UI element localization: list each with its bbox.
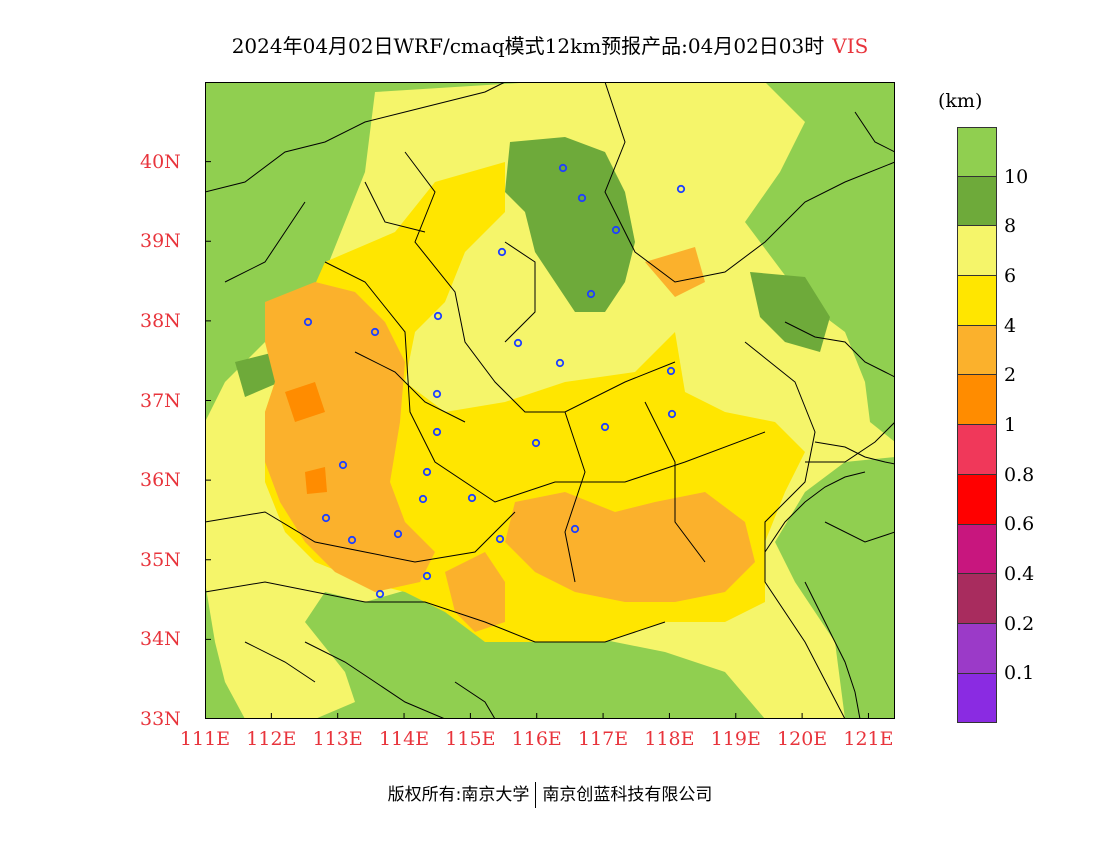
province-boundaries	[205, 82, 895, 719]
legend-label: 0.2	[1004, 612, 1035, 635]
city-marker	[321, 513, 331, 523]
legend-swatch	[957, 673, 997, 724]
legend-label: 4	[1004, 314, 1017, 337]
vis-zone-8-10km-west	[235, 352, 280, 397]
city-marker	[347, 535, 357, 545]
legend-swatch	[957, 375, 997, 426]
legend-swatch	[957, 127, 997, 177]
city-marker	[577, 193, 587, 203]
legend-swatch	[957, 226, 997, 277]
coastline	[764, 321, 895, 719]
legend-label: 6	[1004, 265, 1017, 287]
city-marker	[432, 427, 442, 437]
x-axis-label: 118E	[644, 728, 695, 750]
city-marker	[303, 317, 313, 327]
x-axis-label: 121E	[843, 728, 894, 750]
vis-zone-8-10km-north	[505, 137, 635, 312]
city-marker	[393, 529, 403, 539]
footer-separator	[535, 782, 537, 808]
variable-label: VIS	[832, 34, 869, 58]
city-marker	[418, 494, 428, 504]
city-marker	[432, 389, 442, 399]
city-marker	[555, 358, 565, 368]
legend-swatch	[957, 474, 997, 525]
copyright-text: 版权所有:南京大学	[387, 785, 530, 805]
legend-swatch	[957, 524, 997, 575]
chart-title: 2024年04月02日WRF/cmaq模式12km预报产品:04月02日03时 V…	[0, 30, 1100, 59]
x-axis-label: 117E	[577, 728, 629, 750]
city-marker	[433, 311, 443, 321]
y-axis-label: 39N	[140, 230, 181, 253]
visibility-map	[205, 82, 895, 719]
legend-label: 0.6	[1004, 513, 1035, 536]
company-text: 南京创蓝科技有限公司	[542, 785, 713, 805]
x-axis-label: 115E	[445, 728, 496, 750]
city-marker	[666, 366, 676, 376]
city-marker	[495, 534, 505, 544]
city-marker	[667, 409, 677, 419]
color-legend	[957, 127, 997, 724]
x-axis-label: 120E	[777, 728, 828, 750]
legend-label: 0.1	[1004, 662, 1035, 685]
legend-label: 2	[1004, 364, 1017, 387]
footer: 版权所有:南京大学 南京创蓝科技有限公司	[0, 780, 1100, 808]
y-axis-label: 36N	[140, 469, 181, 492]
city-marker	[611, 225, 621, 235]
legend-swatch	[957, 176, 997, 227]
y-axis-label: 33N	[140, 708, 181, 730]
city-marker	[338, 460, 348, 470]
vis-zone-2-4km-west	[265, 282, 435, 592]
x-axis-label: 116E	[511, 728, 562, 750]
vis-zone-8-10km-east	[750, 272, 830, 352]
map-frame	[205, 82, 895, 719]
x-axis-label: 111E	[179, 728, 231, 750]
y-axis-label: 38N	[140, 309, 181, 332]
legend-unit: (km)	[938, 90, 983, 112]
y-axis-label: 40N	[140, 150, 181, 173]
city-marker	[513, 338, 523, 348]
legend-label: 10	[1004, 165, 1029, 188]
city-marker	[422, 571, 432, 581]
y-axis-label: 34N	[140, 628, 181, 651]
title-text: 2024年04月02日WRF/cmaq模式12km预报产品:04月02日03时	[231, 34, 825, 58]
city-marker	[370, 327, 380, 337]
city-marker	[558, 163, 568, 173]
vis-zone-1-2km	[285, 382, 325, 422]
legend-label: 8	[1004, 215, 1017, 238]
y-axis-label: 35N	[140, 548, 181, 571]
legend-swatch	[957, 325, 997, 376]
legend-swatch	[957, 425, 997, 475]
x-axis-label: 114E	[378, 728, 430, 750]
legend-label: 0.8	[1004, 463, 1035, 486]
x-axis-label: 119E	[710, 728, 761, 750]
city-marker	[531, 438, 541, 448]
legend-label: 0.4	[1004, 563, 1035, 585]
legend-swatch	[957, 574, 997, 624]
city-marker	[497, 247, 507, 257]
vis-zone-2-4km-south	[505, 492, 755, 602]
x-axis-label: 112E	[246, 728, 297, 750]
y-axis-label: 37N	[140, 389, 181, 412]
legend-swatch	[957, 276, 997, 326]
legend-swatch	[957, 623, 997, 674]
vis-zone-1-2km-b	[305, 467, 327, 494]
city-marker	[586, 289, 596, 299]
city-marker	[600, 422, 610, 432]
city-marker	[422, 467, 432, 477]
x-axis-label: 113E	[312, 728, 363, 750]
vis-zone-2-4km-southwest	[445, 552, 505, 632]
city-markers	[303, 163, 686, 599]
city-marker	[375, 589, 385, 599]
vis-zone-2-4km-north	[645, 247, 705, 297]
city-marker	[676, 184, 686, 194]
city-marker	[570, 524, 580, 534]
legend-label: 1	[1004, 414, 1017, 436]
city-marker	[467, 493, 477, 503]
